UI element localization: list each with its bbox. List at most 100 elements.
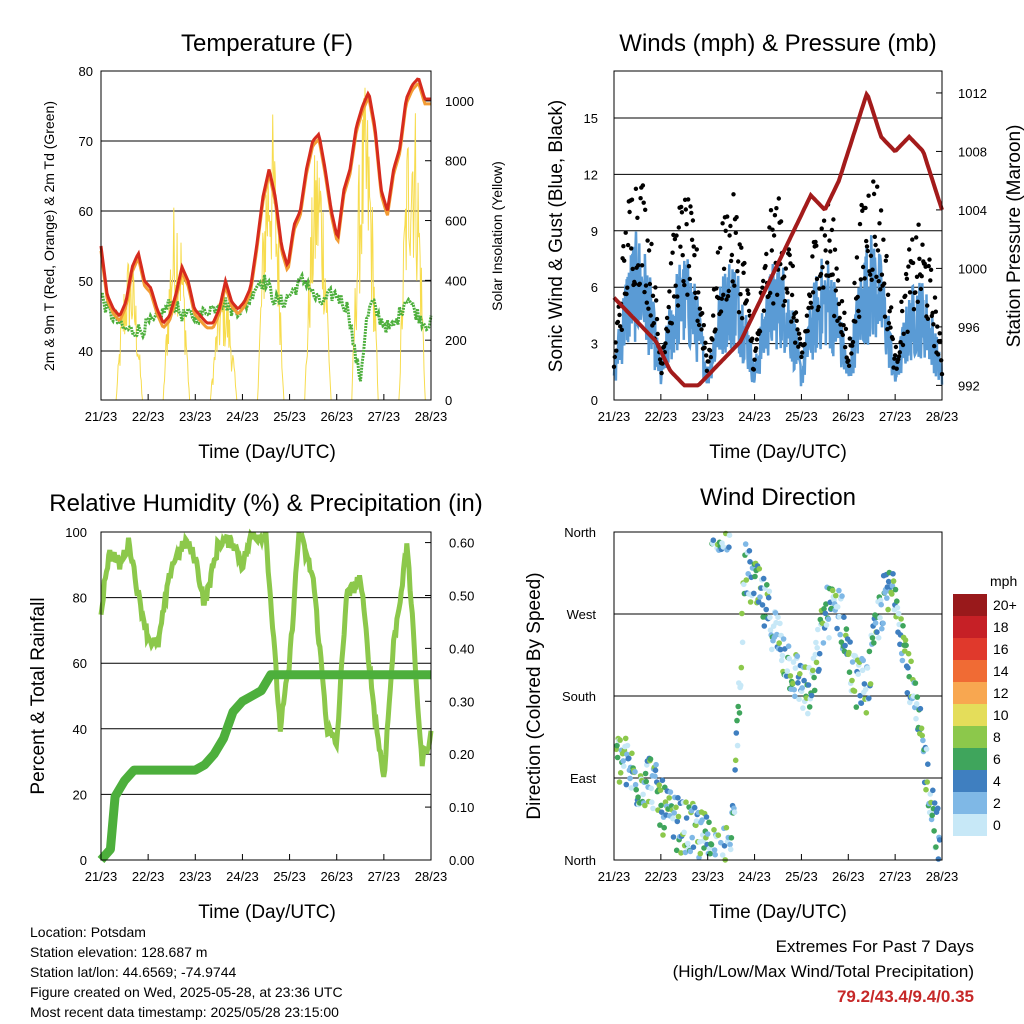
direction-point <box>734 717 740 724</box>
gust-point <box>679 204 684 210</box>
direction-point <box>704 831 711 837</box>
humidity-left-tick-label: 20 <box>73 787 87 802</box>
direction-point <box>780 636 787 642</box>
direction-point <box>839 593 845 599</box>
gust-point <box>857 314 862 319</box>
wind-direction-x-tick-label: 24/23 <box>738 869 771 884</box>
gust-point <box>707 348 713 353</box>
gust-point <box>932 343 937 349</box>
direction-point <box>929 812 935 819</box>
gust-point <box>679 210 685 215</box>
gust-point <box>911 307 917 312</box>
gust-point <box>832 247 838 252</box>
humidity-x-tick-label: 25/23 <box>273 869 306 884</box>
gust-point <box>670 250 675 255</box>
direction-point <box>759 602 766 608</box>
wind-direction-x-tick-label: 21/23 <box>598 869 631 884</box>
direction-point <box>746 548 753 554</box>
gust-point <box>820 265 825 270</box>
direction-point <box>690 844 697 850</box>
gust-point <box>684 222 689 227</box>
direction-point <box>626 755 632 762</box>
gust-point <box>643 283 649 288</box>
gust-point <box>775 292 780 297</box>
gust-point <box>888 325 893 330</box>
gust-point <box>643 207 648 212</box>
direction-point <box>657 822 663 828</box>
gust-point <box>807 293 813 299</box>
temperature-y-label: 2m & 9m T (Red, Orange) & 2m Td (Green) <box>41 101 57 371</box>
wind-direction-panel-title: Wind Direction <box>700 484 856 511</box>
direction-point <box>821 606 827 612</box>
temperature-x-tick-label: 21/23 <box>85 409 118 424</box>
gust-point <box>823 248 828 253</box>
gust-point <box>669 321 674 326</box>
direction-point <box>805 682 812 688</box>
gust-point <box>753 346 759 351</box>
direction-point <box>846 669 853 675</box>
precip-right-tick-label: 0.00 <box>449 853 474 868</box>
gust-point <box>637 281 642 286</box>
humidity-left-tick-label: 60 <box>73 656 87 671</box>
gust-point <box>622 258 627 263</box>
gust-point <box>893 344 899 350</box>
direction-point <box>918 725 925 732</box>
direction-point <box>864 665 871 671</box>
gust-point <box>904 276 910 281</box>
gust-point <box>785 290 790 295</box>
legend-label: 18 <box>993 619 1009 635</box>
gust-point <box>876 279 881 284</box>
wind-direction-x-tick-label: 28/23 <box>926 869 959 884</box>
gust-point <box>914 235 919 240</box>
gust-point <box>768 290 773 296</box>
direction-point <box>906 673 912 680</box>
direction-point <box>667 789 674 795</box>
direction-point <box>735 703 741 710</box>
gust-point <box>786 247 792 252</box>
gust-point <box>871 191 877 197</box>
temperature-left-tick-label: 60 <box>79 204 93 219</box>
gust-point <box>907 247 912 252</box>
gust-point <box>639 263 645 268</box>
direction-point <box>877 597 884 604</box>
direction-point <box>806 704 813 710</box>
gust-point <box>736 310 742 315</box>
gust-point <box>665 329 671 334</box>
gust-point <box>672 236 678 242</box>
gust-point <box>869 277 874 282</box>
gust-point <box>827 238 832 243</box>
gust-point <box>873 242 878 248</box>
solar-insolation-line <box>209 285 238 401</box>
gust-point <box>846 358 851 363</box>
gust-point <box>925 303 930 308</box>
direction-point <box>837 631 843 638</box>
solar-right-tick-label: 1000 <box>445 94 474 109</box>
station-pressure-line <box>612 90 944 388</box>
direction-point <box>905 650 912 657</box>
direction-point <box>880 620 886 627</box>
gust-point <box>708 355 713 360</box>
gust-point <box>693 295 699 301</box>
extremes-title: Extremes For Past 7 Days <box>775 937 974 956</box>
direction-point <box>727 841 733 848</box>
temperature-x-label: Time (Day/UTC) <box>198 442 336 463</box>
precip-right-tick-label: 0.20 <box>449 747 474 762</box>
legend-label: 10 <box>993 707 1009 723</box>
gust-point <box>818 271 824 277</box>
gust-point <box>892 356 897 361</box>
winds-x-tick-label: 26/23 <box>832 409 865 424</box>
gust-point <box>916 222 921 227</box>
direction-point <box>628 785 635 791</box>
temperature-x-tick-label: 28/23 <box>415 409 448 424</box>
gust-point <box>783 266 788 271</box>
pressure-right-tick-label: 992 <box>958 378 980 393</box>
gust-point <box>690 218 696 223</box>
direction-point <box>678 850 684 856</box>
gust-point <box>834 266 839 271</box>
direction-point <box>847 639 853 645</box>
temperature-x-tick-label: 22/23 <box>132 409 165 424</box>
gust-point <box>660 361 665 366</box>
direction-point <box>691 804 698 811</box>
gust-point <box>881 237 886 242</box>
